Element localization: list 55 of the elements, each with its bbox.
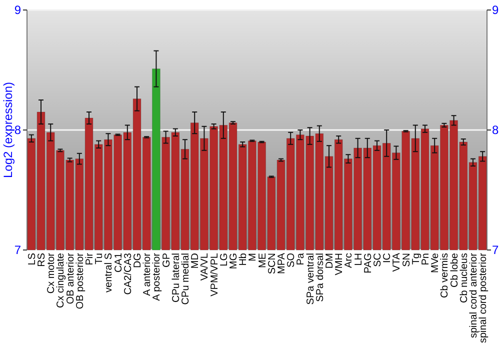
- x-tick-label: Cb lobe: [449, 252, 460, 288]
- x-tick-label: Tu: [94, 253, 106, 264]
- x-tick-label: Cb nucleus: [458, 253, 470, 304]
- x-tick-label: CA1: [113, 252, 124, 272]
- y-tick-label: 7: [14, 243, 22, 258]
- x-tick-label: ventral S: [104, 252, 115, 292]
- x-tick-label: OB posterior: [74, 252, 86, 310]
- y-tick-label: 9: [14, 3, 22, 18]
- x-tick-label: Pir: [84, 252, 96, 266]
- y2-tick-label: 7: [492, 243, 499, 258]
- x-tick-label: OB anterior: [65, 252, 76, 304]
- x-tick-label: RS: [36, 252, 48, 267]
- x-tick-label: Pa: [296, 252, 307, 266]
- x-tick-label: MG: [228, 252, 240, 270]
- x-tick-label: SC: [372, 253, 384, 267]
- x-tick-label: SN: [401, 253, 412, 267]
- x-tick-label: SO: [286, 252, 298, 268]
- x-tick-label: Arc: [344, 253, 355, 268]
- x-tick-label: Hb: [238, 252, 250, 266]
- x-tick-label: PAG: [362, 252, 374, 274]
- x-tick-label: VPM/VPL: [209, 252, 220, 296]
- x-tick-label: CPu medial: [180, 253, 192, 305]
- x-tick-label: CA2/CA3: [122, 252, 134, 295]
- x-tick-label: SPa dorsal: [314, 253, 326, 302]
- x-tick-label: IC: [382, 253, 394, 263]
- x-tick-label: Cb vermis: [440, 253, 451, 298]
- x-tick-label: A posterior: [152, 252, 163, 301]
- x-tick-label: ME: [257, 252, 268, 268]
- x-tick-label: A anterior: [142, 252, 154, 296]
- x-tick-label: Cx cingulate: [56, 252, 67, 308]
- x-tick-label: CPu lateral: [170, 253, 182, 302]
- x-tick-label: Pn: [420, 253, 432, 266]
- x-tick-label: LH: [353, 253, 364, 266]
- y-tick-label: 8: [14, 123, 22, 138]
- x-tick-label: LS: [26, 252, 38, 266]
- y2-tick-label: 8: [492, 123, 499, 138]
- x-tick-label: SPa ventral: [305, 253, 316, 305]
- y-axis-title: Log2 (expression): [1, 82, 15, 178]
- x-tick-label: VTA: [392, 252, 403, 272]
- x-tick-label: MPA: [276, 252, 288, 274]
- x-tick-label: DG: [132, 252, 144, 268]
- x-tick-label: VMH: [334, 253, 346, 276]
- x-tick-label: Tg: [410, 253, 422, 265]
- x-tick-label: Cx motor: [46, 252, 58, 294]
- x-tick-label: M: [248, 253, 259, 262]
- x-tick-label: spinal cord anterior: [468, 252, 480, 338]
- x-tick-label: MVe: [430, 252, 442, 274]
- x-tick-label: LG: [218, 252, 230, 266]
- x-tick-label: VA/VL: [200, 252, 211, 281]
- x-tick-label: DM: [324, 253, 336, 269]
- x-tick-label: GP: [161, 252, 172, 268]
- y2-tick-label: 9: [492, 3, 499, 18]
- x-tick-label: spinal cord posterior: [478, 252, 490, 344]
- x-tick-label: MD: [190, 253, 202, 269]
- x-tick-label: SCN: [266, 253, 278, 274]
